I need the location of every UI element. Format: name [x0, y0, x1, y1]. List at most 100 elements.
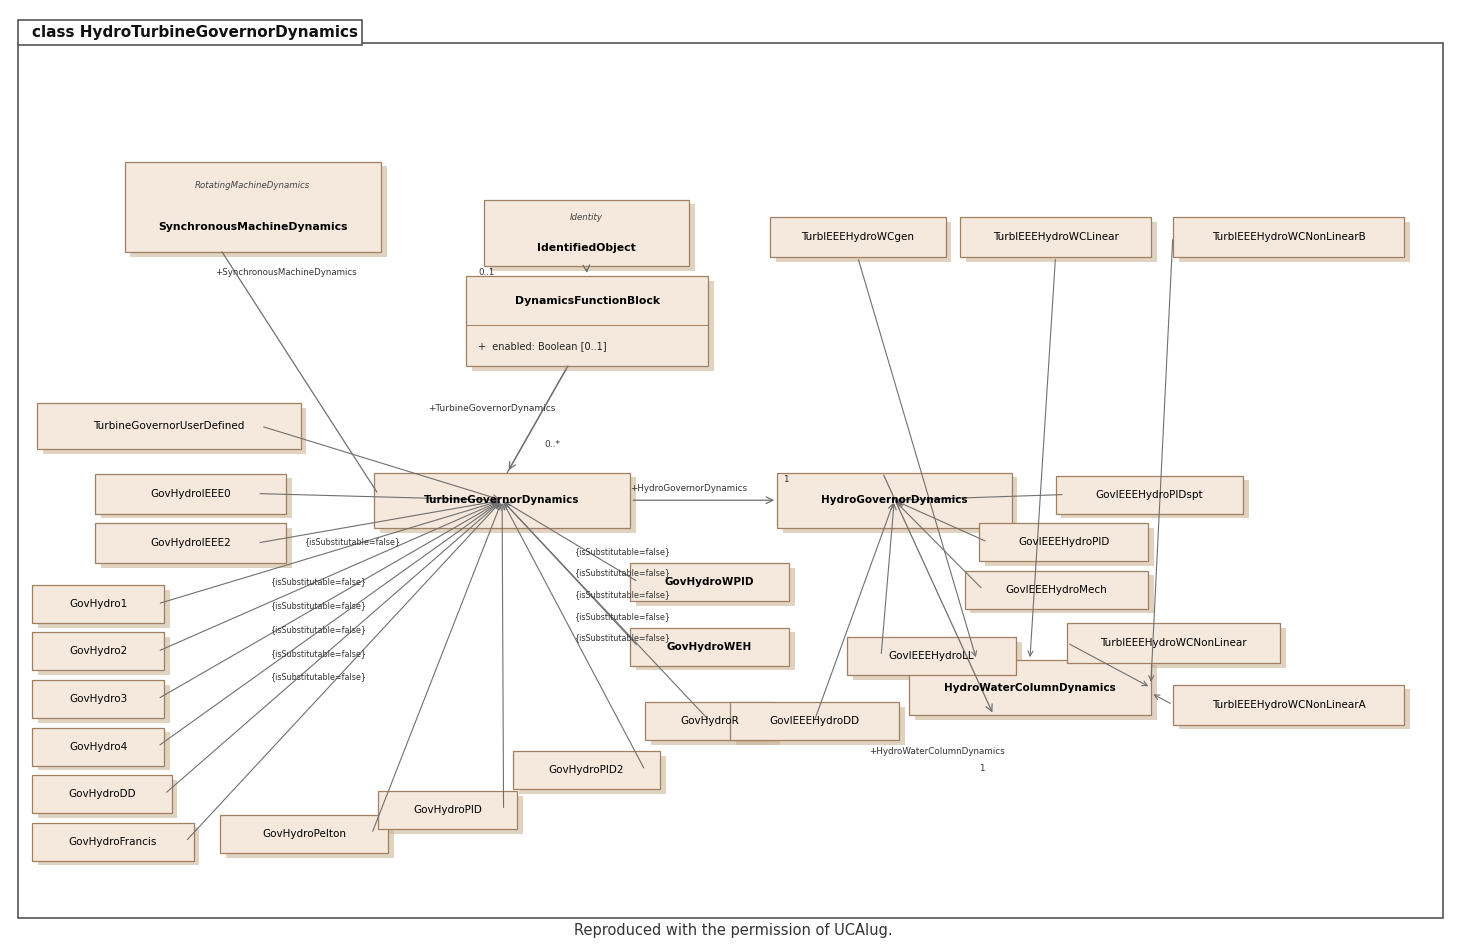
Bar [966, 222, 1157, 262]
Text: {isSubstitutable=false}: {isSubstitutable=false} [271, 625, 366, 634]
Bar [226, 820, 394, 858]
Text: GovHydro2: GovHydro2 [69, 647, 128, 656]
Bar [1067, 623, 1280, 663]
Bar [101, 528, 292, 568]
Bar [95, 523, 286, 563]
Bar [472, 281, 714, 371]
Bar [374, 473, 630, 528]
Bar [378, 791, 517, 829]
Bar [630, 628, 789, 666]
Bar [101, 478, 292, 518]
Bar [32, 632, 164, 670]
Text: 1: 1 [979, 764, 985, 773]
Bar [38, 637, 170, 675]
Text: 0..*: 0..* [544, 439, 560, 449]
Text: Identity: Identity [570, 212, 603, 222]
Text: GovHydroFrancis: GovHydroFrancis [69, 837, 157, 846]
Text: GovHydroR: GovHydroR [680, 716, 739, 726]
Text: {isSubstitutable=false}: {isSubstitutable=false} [575, 611, 670, 621]
Text: GovIEEEHydroLL: GovIEEEHydroLL [888, 651, 975, 661]
Text: HydroGovernorDynamics: HydroGovernorDynamics [821, 495, 968, 505]
Text: TurbIEEEHydroWCNonLinearB: TurbIEEEHydroWCNonLinearB [1212, 232, 1365, 242]
Text: GovIEEEHydroPID: GovIEEEHydroPID [1017, 537, 1110, 547]
Text: Reproduced with the permission of UCAIug.: Reproduced with the permission of UCAIug… [573, 922, 893, 938]
Text: {isSubstitutable=false}: {isSubstitutable=false} [271, 577, 366, 587]
Bar [776, 222, 951, 262]
Bar [43, 408, 306, 454]
FancyBboxPatch shape [18, 20, 362, 45]
Text: GovHydroPID: GovHydroPID [413, 805, 482, 815]
Text: GovHydro1: GovHydro1 [69, 599, 128, 609]
Bar [38, 685, 170, 723]
Text: {isSubstitutable=false}: {isSubstitutable=false} [271, 649, 366, 658]
Bar [915, 665, 1157, 720]
Bar [730, 702, 899, 740]
Bar [380, 477, 636, 533]
Bar [636, 568, 795, 606]
Text: TurbIEEEHydroWCNonLinear: TurbIEEEHydroWCNonLinear [1100, 638, 1248, 648]
Text: class HydroTurbineGovernorDynamics: class HydroTurbineGovernorDynamics [32, 25, 358, 40]
Text: +HydroWaterColumnDynamics: +HydroWaterColumnDynamics [869, 747, 1004, 756]
Bar [985, 528, 1154, 566]
FancyBboxPatch shape [18, 43, 1443, 918]
Bar [32, 585, 164, 623]
Bar [484, 200, 689, 266]
Bar [777, 473, 1012, 528]
Text: {isSubstitutable=false}: {isSubstitutable=false} [271, 672, 366, 682]
Bar [1179, 222, 1410, 262]
Bar [220, 815, 388, 853]
Bar [384, 796, 523, 834]
Text: {isSubstitutable=false}: {isSubstitutable=false} [271, 601, 366, 611]
Text: {isSubstitutable=false}: {isSubstitutable=false} [575, 568, 670, 577]
Bar [1179, 689, 1410, 729]
Text: GovIEEEHydroPIDspt: GovIEEEHydroPIDspt [1095, 490, 1204, 499]
Text: TurbineGovernorUserDefined: TurbineGovernorUserDefined [92, 421, 245, 431]
Bar [37, 403, 301, 449]
Text: GovHydroIEEE0: GovHydroIEEE0 [151, 489, 230, 498]
Text: +HydroGovernorDynamics: +HydroGovernorDynamics [630, 484, 748, 494]
Bar [32, 823, 194, 861]
Bar [32, 728, 164, 766]
Bar [847, 637, 1016, 675]
Bar [490, 204, 695, 271]
Bar [32, 775, 172, 813]
Bar [645, 702, 774, 740]
Text: GovHydro3: GovHydro3 [69, 694, 128, 704]
Bar [125, 162, 381, 252]
Bar [1173, 685, 1404, 725]
Bar [651, 707, 780, 745]
Bar [736, 707, 905, 745]
Text: SynchronousMachineDynamics: SynchronousMachineDynamics [158, 222, 347, 232]
Text: {isSubstitutable=false}: {isSubstitutable=false} [575, 632, 670, 642]
Text: GovIEEEHydroMech: GovIEEEHydroMech [1006, 585, 1107, 594]
Bar [770, 217, 946, 257]
Bar [32, 680, 164, 718]
Text: TurbIEEEHydroWCNonLinearA: TurbIEEEHydroWCNonLinearA [1212, 700, 1365, 709]
Text: IdentifiedObject: IdentifiedObject [537, 243, 636, 253]
Bar [965, 571, 1148, 609]
Bar [970, 575, 1154, 613]
Text: HydroWaterColumnDynamics: HydroWaterColumnDynamics [944, 683, 1116, 692]
Bar [636, 632, 795, 670]
Text: 0..1: 0..1 [478, 268, 496, 278]
Bar [1173, 217, 1404, 257]
Text: {isSubstitutable=false}: {isSubstitutable=false} [575, 547, 670, 556]
Bar [979, 523, 1148, 561]
Bar [1056, 476, 1243, 514]
Text: GovHydroPelton: GovHydroPelton [262, 829, 346, 839]
Bar [95, 474, 286, 514]
Text: TurbineGovernorDynamics: TurbineGovernorDynamics [424, 495, 581, 505]
Text: DynamicsFunctionBlock: DynamicsFunctionBlock [515, 296, 660, 305]
Bar [783, 477, 1017, 533]
Bar [130, 166, 387, 257]
Text: 1: 1 [783, 475, 789, 484]
Text: TurbIEEEHydroWCgen: TurbIEEEHydroWCgen [800, 232, 915, 242]
Bar [38, 780, 177, 818]
Bar [38, 827, 199, 865]
Text: GovHydroDD: GovHydroDD [67, 789, 136, 799]
Text: GovHydroWPID: GovHydroWPID [664, 577, 755, 587]
Text: TurbIEEEHydroWCLinear: TurbIEEEHydroWCLinear [992, 232, 1119, 242]
Bar [466, 276, 708, 366]
Text: GovHydroIEEE2: GovHydroIEEE2 [150, 538, 232, 548]
Text: GovHydroPID2: GovHydroPID2 [548, 766, 625, 775]
